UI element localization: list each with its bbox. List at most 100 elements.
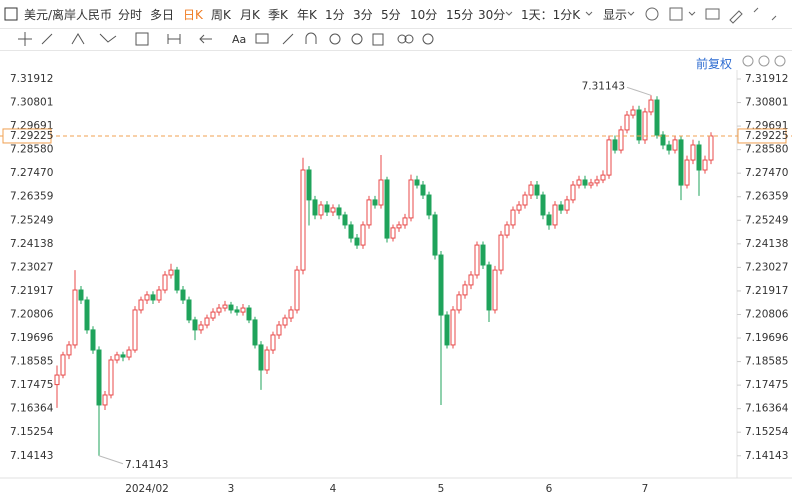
y-tick-label-right: 7.19696 [745,332,789,344]
candle-body [468,274,474,286]
candle-body [216,307,222,313]
candle-body [510,209,516,226]
y-tick-label-right: 7.30801 [745,97,788,109]
candle-body [318,204,324,216]
candle-body [210,311,216,319]
y-tick-label: 7.24138 [10,238,53,250]
period-button[interactable]: 分时 [118,8,143,22]
candle-body [228,304,234,311]
candle-body [66,344,72,356]
candle-body [300,169,306,271]
candle-body [582,179,588,186]
candle-body [594,179,600,184]
symbol[interactable]: 美元/离岸人民币 [24,8,113,22]
candle-body [618,129,624,151]
candle-body [432,214,438,256]
y-tick-label: 7.18585 [10,356,53,368]
x-tick-label: 5 [438,483,445,495]
candle-body [558,204,564,211]
y-tick-label: 7.27470 [10,167,53,179]
current-price-label: 7.29225 [745,130,788,142]
candle-body [462,284,468,296]
candle-body [642,111,648,141]
x-tick-label: 6 [546,483,553,495]
high-label: 7.31143 [582,80,625,92]
candle-body [204,317,210,326]
candle-body [402,217,408,226]
candle-body [336,207,342,216]
candle-body [408,179,414,219]
period-button[interactable]: 3分 [353,8,373,22]
candle-body [294,269,300,311]
candle-body [564,199,570,211]
candle-body [480,244,486,266]
adjust-mode[interactable]: 前复权 [696,57,733,71]
period-button[interactable]: 1分 [325,8,345,22]
candle-body [450,309,456,346]
low-leader [98,455,124,465]
candle-body [54,374,60,386]
y-tick-label: 7.31912 [10,73,53,85]
y-tick-label: 7.21917 [10,285,53,297]
candle-body [348,224,354,239]
period-button[interactable]: 日K [183,8,203,22]
y-tick-label-right: 7.28580 [745,144,788,156]
period-button[interactable]: 季K [268,8,288,22]
candle-body [540,194,546,216]
candle-body [240,307,246,313]
y-tick-label: 7.19696 [10,332,54,344]
candle-body [72,289,78,346]
candle-body [120,354,126,358]
period-button[interactable]: 多日 [150,8,175,22]
candle-body [486,264,492,311]
candle-body [150,294,156,301]
candle-body [324,204,330,213]
x-tick-label: 4 [330,483,337,495]
period-button[interactable]: 周K [211,8,231,22]
candle-body [342,214,348,226]
period-button[interactable]: 年K [297,8,317,22]
candle-body [126,349,132,358]
candle-body [246,307,252,321]
candle-body [384,179,390,239]
y-tick-label-right: 7.16364 [745,403,789,415]
y-tick-label-right: 7.23027 [745,261,788,273]
candle-body [138,299,144,311]
period-button[interactable]: 10分 [410,8,438,22]
range-select[interactable]: 1天：1分K [521,8,581,22]
candle-body [660,134,666,146]
candle-body [312,199,318,216]
candle-body [588,182,594,186]
y-tick-label-right: 7.20806 [745,308,789,320]
candle-body [144,294,150,301]
candle-body [708,135,714,161]
candle-body [90,329,96,351]
candle-body [396,224,402,229]
y-tick-label: 7.23027 [10,261,53,273]
icon-frame[interactable] [4,7,18,21]
candle-body [504,224,510,236]
display-select[interactable]: 显示 [603,8,628,22]
y-tick-label: 7.17475 [10,379,53,391]
candle-body [288,309,294,319]
candle-body [444,314,450,346]
period-button[interactable]: 15分 [446,8,474,22]
candle-body [180,289,186,301]
period-button[interactable]: 30分 [478,8,506,22]
x-tick-label: 7 [642,483,649,495]
y-tick-label: 7.15254 [10,426,54,438]
candle-body [174,269,180,291]
candle-body [192,319,198,331]
candle-body [426,194,432,216]
y-tick-label: 7.26359 [10,191,53,203]
candle-body [498,234,504,271]
candle-body [390,227,396,239]
candle-body [702,159,708,171]
period-button[interactable]: 5分 [381,8,401,22]
candle-body [84,299,90,331]
y-tick-label-right: 7.25249 [745,214,788,226]
period-button[interactable]: 月K [240,8,260,22]
candle-body [378,179,384,206]
